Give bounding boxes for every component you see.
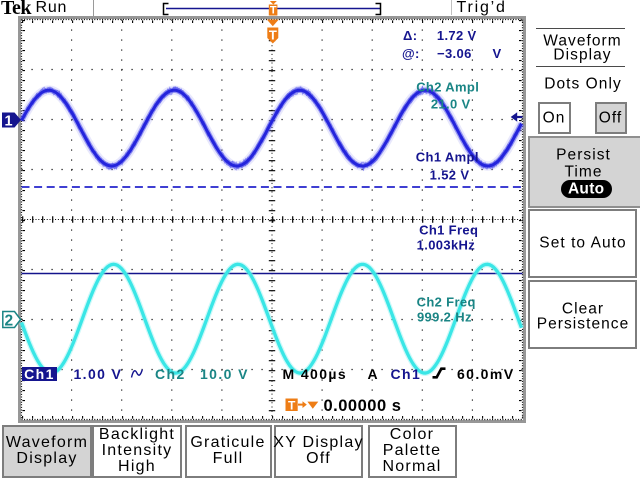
svg-text:T: T (288, 398, 296, 412)
svg-text:T: T (269, 28, 277, 43)
svg-text:1: 1 (4, 113, 12, 129)
svg-text:T: T (270, 5, 277, 17)
svg-text:2: 2 (4, 313, 13, 330)
